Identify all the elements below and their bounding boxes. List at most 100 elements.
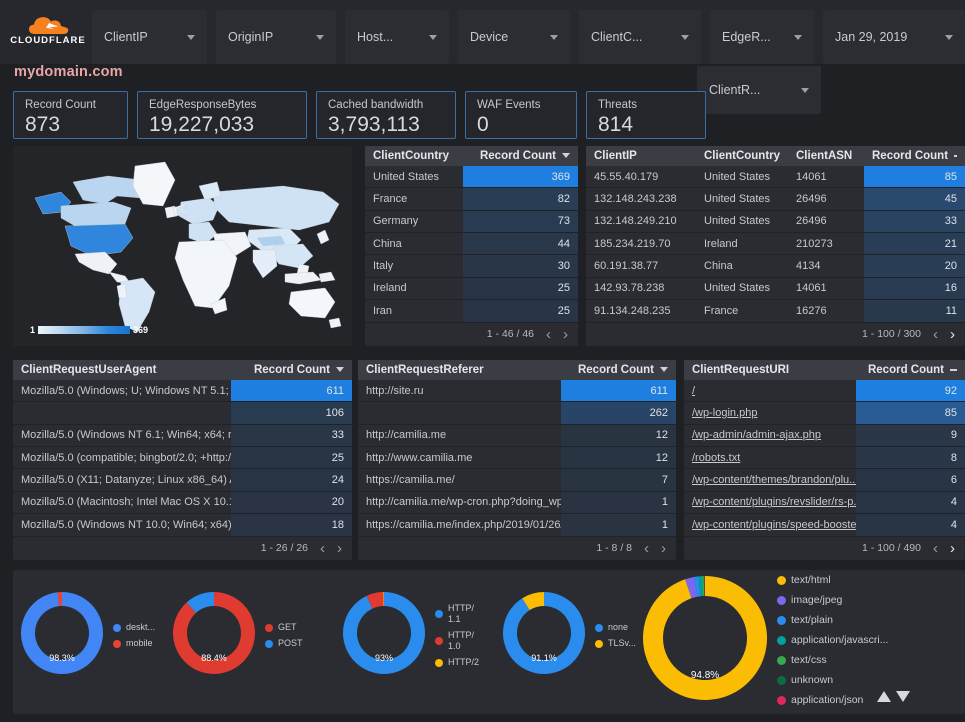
legend-item[interactable]: HTTP/ 1.0 [435,630,479,652]
legend-item[interactable]: none [595,622,636,633]
legend-item[interactable]: POST [265,638,303,649]
table-row[interactable]: /robots.txt 8 [684,447,965,470]
client-request-uri-table[interactable]: ClientRequestURI Record Count / 92/wp-log… [684,360,965,560]
column-header-clientip[interactable]: ClientIP [594,149,637,162]
prev-page-button[interactable]: ‹ [546,325,551,343]
table-row[interactable]: China 44 [365,233,578,256]
table-row[interactable]: /wp-content/themes/brandon/plu... 6 [684,469,965,492]
legend-item[interactable]: image/jpeg [777,594,888,607]
scroll-down-icon[interactable] [896,691,910,702]
table-row[interactable]: Mozilla/5.0 (Windows NT 10.0; Win64; x64… [13,514,352,537]
cell-uri[interactable]: /wp-content/plugins/revslider/rs-p... [692,496,856,509]
table-row[interactable]: Mozilla/5.0 (X11; Datanyze; Linux x86_64… [13,469,352,492]
table-row[interactable]: 45.55.40.179 United States 14061 85 [586,165,965,189]
table-row[interactable]: Mozilla/5.0 (Windows; U; Windows NT 5.1;… [13,379,352,403]
donut-chart-content-type[interactable]: 94.8% text/html image/jpeg text/plain applic… [643,574,888,707]
table-row[interactable]: 60.191.38.77 China 4134 20 [586,255,965,278]
table-row[interactable]: Mozilla/5.0 (Macintosh; Intel Mac OS X 1… [13,491,352,515]
kpi-threats[interactable]: Threats 814 [586,91,706,139]
filter-clientcountry[interactable]: ClientC... [579,10,701,64]
table-row[interactable]: /wp-content/plugins/speed-booste... 4 [684,514,965,537]
filter-host[interactable]: Host... [345,10,449,64]
next-page-button[interactable]: › [661,539,666,557]
column-header-referer[interactable]: ClientRequestReferer [366,363,484,376]
filter-device[interactable]: Device [458,10,570,64]
filter-originip[interactable]: OriginIP [216,10,336,64]
table-row[interactable]: 132.148.249.210 United States 26496 33 [586,210,965,233]
table-row[interactable]: http://camilia.me 12 [358,424,676,447]
table-row[interactable]: 132.148.243.238 United States 26496 45 [586,188,965,211]
client-request-useragent-table[interactable]: ClientRequestUserAgent Record Count Mozi… [13,360,352,560]
cell-uri[interactable]: /robots.txt [692,451,741,464]
column-header-clientcountry[interactable]: ClientCountry [704,149,781,162]
table-row[interactable]: Mozilla/5.0 (compatible; bingbot/2.0; +h… [13,447,352,470]
table-row[interactable]: /wp-admin/admin-ajax.php 9 [684,424,965,447]
legend-item[interactable]: HTTP/ 1.1 [435,603,479,625]
column-header-record-count[interactable]: Record Count [463,150,578,162]
table-row[interactable]: Ireland 25 [365,277,578,301]
cell-uri[interactable]: /wp-login.php [692,406,758,419]
table-row[interactable]: 91.134.248.235 France 16276 11 [586,300,965,323]
table-row[interactable]: United States 369 [365,165,578,189]
legend-item[interactable]: HTTP/2 [435,657,479,668]
table-row[interactable]: Italy 30 [365,255,578,278]
table-row[interactable]: Germany 73 [365,210,578,233]
column-header-record-count[interactable]: Record Count [856,364,965,376]
legend-item[interactable]: application/javascri... [777,634,888,647]
kpi-waf-events[interactable]: WAF Events 0 [465,91,577,139]
next-page-button[interactable]: › [337,539,342,557]
cell-uri[interactable]: /wp-admin/admin-ajax.php [692,429,822,442]
table-row[interactable]: /wp-content/plugins/revslider/rs-p... 4 [684,491,965,515]
donut-chart-http-method[interactable]: 88.4% GET POST [173,592,303,679]
table-row[interactable]: 106 [13,402,352,425]
legend-item[interactable]: TLSv... [595,638,636,649]
kpi-record-count[interactable]: Record Count 873 [13,91,128,139]
prev-page-button[interactable]: ‹ [644,539,649,557]
client-request-referer-table[interactable]: ClientRequestReferer Record Count http:/… [358,360,676,560]
table-row[interactable]: /wp-login.php 85 [684,402,965,425]
cell-uri[interactable]: /wp-content/themes/brandon/plu... [692,474,856,487]
filter-clientrequest[interactable]: ClientR... [697,66,821,114]
legend-item[interactable]: text/plain [777,614,888,627]
next-page-button[interactable]: › [563,325,568,343]
prev-page-button[interactable]: ‹ [933,325,938,343]
table-row[interactable]: France 82 [365,188,578,211]
legend-item[interactable]: mobile [113,638,155,649]
legend-item[interactable]: application/json [777,694,888,707]
table-row[interactable]: / 92 [684,379,965,403]
next-page-button[interactable]: › [950,539,955,557]
column-header-record-count[interactable]: Record Count [561,364,676,376]
table-row[interactable]: 142.93.78.238 United States 14061 16 [586,277,965,301]
prev-page-button[interactable]: ‹ [933,539,938,557]
kpi-cached-bandwidth[interactable]: Cached bandwidth 3,793,113 [316,91,456,139]
column-header-uri[interactable]: ClientRequestURI [692,363,790,376]
legend-item[interactable]: text/html [777,574,888,587]
table-row[interactable]: https://camilia.me/7 [358,469,676,492]
table-row[interactable]: Mozilla/5.0 (Windows NT 6.1; Win64; x64;… [13,424,352,447]
column-header-clientcountry[interactable]: ClientCountry [373,149,450,162]
prev-page-button[interactable]: ‹ [320,539,325,557]
cell-uri[interactable]: / [692,384,696,397]
table-row[interactable]: 262 [358,402,676,425]
table-row[interactable]: Iran 25 [365,300,578,323]
legend-item[interactable]: GET [265,622,303,633]
legend-item[interactable]: text/css [777,654,888,667]
table-row[interactable]: http://www.camilia.me 12 [358,447,676,470]
column-header-record-count[interactable]: Record Count [864,150,965,162]
client-ip-table[interactable]: ClientIP ClientCountry ClientASN Record … [586,146,965,346]
column-header-useragent[interactable]: ClientRequestUserAgent [21,363,157,376]
donut-chart-tls-version[interactable]: 91.1% none TLSv... [503,592,636,679]
table-row[interactable]: 185.234.219.70 Ireland 210273 21 [586,233,965,256]
cell-uri[interactable]: /wp-content/plugins/speed-booste... [692,518,856,531]
column-header-record-count[interactable]: Record Count [231,364,352,376]
client-country-table[interactable]: ClientCountry Record Count United States… [365,146,578,346]
filter-edgeresponse[interactable]: EdgeR... [710,10,814,64]
filter-clientip[interactable]: ClientIP [92,10,207,64]
donut-chart-device-type[interactable]: 98.3% deskt... mobile [20,592,155,679]
kpi-edge-response-bytes[interactable]: EdgeResponseBytes 19,227,033 [137,91,307,139]
legend-item[interactable]: deskt... [113,622,155,633]
geo-map-chart[interactable]: 1 369 [13,146,352,346]
scroll-up-icon[interactable] [877,691,891,702]
donut-chart-http-version[interactable]: 93% HTTP/ 1.1 HTTP/ 1.0 HTTP/2 [343,592,479,679]
table-row[interactable]: http://camilia.me/wp-cron.php?doing_wp_c… [358,491,676,515]
